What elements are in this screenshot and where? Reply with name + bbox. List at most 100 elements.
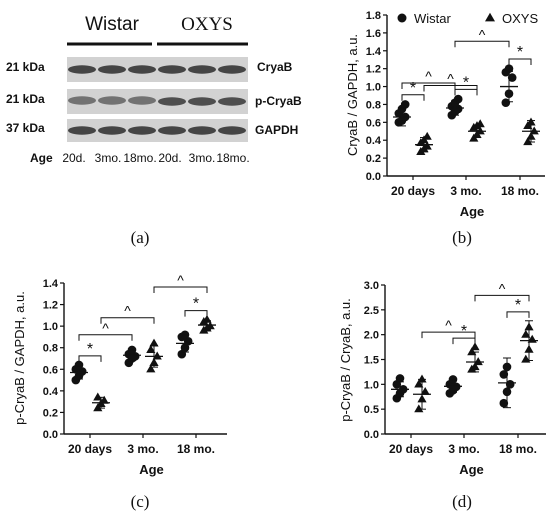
y-axis-label: p-CryaB / GAPDH, a.u. xyxy=(12,291,27,425)
significance-mark: ^ xyxy=(425,68,432,84)
x-tick-label: 18 mo. xyxy=(177,442,215,456)
group-label-oxys: OXYS xyxy=(181,14,233,35)
data-point-oxys xyxy=(149,338,159,347)
y-tick-label: 1.2 xyxy=(366,64,381,76)
significance-mark: * xyxy=(87,341,93,358)
data-point-oxys xyxy=(470,342,480,351)
age-label: Age xyxy=(30,151,53,165)
data-point-oxys xyxy=(475,126,485,135)
blot-band xyxy=(158,65,186,74)
legend-marker-wistar xyxy=(397,13,407,23)
blot-strips xyxy=(67,57,248,142)
y-tick-label: 0.0 xyxy=(43,429,58,441)
x-tick-label: 3 mo. xyxy=(450,184,481,198)
significance-mark: ^ xyxy=(124,303,131,319)
y-tick-label: 0.0 xyxy=(364,429,379,441)
blot-band xyxy=(98,65,126,74)
lane-label: 18mo. xyxy=(123,151,156,165)
data-point-wistar xyxy=(507,73,517,82)
y-tick-label: 1.0 xyxy=(364,379,379,391)
panel-label-d: (d) xyxy=(452,492,472,511)
y-tick-label: 1.4 xyxy=(366,46,382,58)
data-point-wistar xyxy=(400,100,410,109)
significance-bracket xyxy=(508,58,532,66)
y-tick-label: 0.4 xyxy=(366,135,382,147)
blot-band xyxy=(188,126,216,135)
blot-band xyxy=(98,96,126,105)
significance-bracket xyxy=(78,355,102,362)
blot-panel: Wistar OXYS 21 kDa 21 kDa 37 kDa CryaB p… xyxy=(6,14,302,165)
data-point-wistar xyxy=(448,375,458,384)
blot-strip-cryab xyxy=(67,57,248,82)
lane-label: 20d. xyxy=(158,151,181,165)
y-axis-label: CryaB / GAPDH, a.u. xyxy=(345,34,360,156)
significance-bracket xyxy=(78,334,133,341)
protein-label-p-cryab: p-CryaB xyxy=(255,94,302,108)
blot-band xyxy=(188,97,216,106)
y-tick-label: 0.5 xyxy=(364,404,379,416)
data-point-oxys xyxy=(414,404,424,413)
y-tick-label: 1.2 xyxy=(43,300,58,312)
data-point-wistar xyxy=(74,360,84,370)
data-point-wistar xyxy=(499,370,509,379)
data-point-oxys xyxy=(523,137,533,146)
data-point-oxys xyxy=(417,374,427,383)
significance-mark: * xyxy=(410,80,416,97)
lane-label: 3mo. xyxy=(95,151,122,165)
lane-label: 3mo. xyxy=(189,151,216,165)
y-tick-label: 0.8 xyxy=(366,99,381,111)
x-tick-label: 3 mo. xyxy=(448,442,479,456)
data-point-oxys xyxy=(422,141,432,150)
significance-mark: * xyxy=(193,296,199,313)
data-point-oxys xyxy=(152,351,162,360)
significance-bracket xyxy=(474,294,530,302)
y-tick-label: 1.5 xyxy=(364,355,379,367)
y-tick-label: 0.0 xyxy=(366,171,381,183)
protein-label-gapdh: GAPDH xyxy=(255,123,298,137)
x-axis-label: Age xyxy=(460,204,485,219)
x-tick-label: 18 mo. xyxy=(501,184,539,198)
blot-band xyxy=(128,96,156,105)
y-axis-label: p-CryaB / CryaB, a.u. xyxy=(338,298,353,422)
y-tick-label: 0.6 xyxy=(43,364,58,376)
blot-strip-gapdh xyxy=(67,119,248,142)
significance-mark: ^ xyxy=(102,320,109,336)
blot-band xyxy=(188,65,216,74)
mw-label-1: 21 kDa xyxy=(6,60,45,74)
significance-mark: ^ xyxy=(177,272,184,288)
mw-label-3: 37 kDa xyxy=(6,121,45,135)
data-point-oxys xyxy=(420,386,430,395)
data-point-wistar xyxy=(499,398,509,408)
blot-band xyxy=(218,126,246,135)
significance-bracket xyxy=(100,317,155,324)
significance-mark: * xyxy=(461,323,467,340)
legend-label: OXYS xyxy=(502,11,538,26)
y-tick-label: 0.6 xyxy=(366,117,381,129)
data-point-wistar xyxy=(501,98,511,107)
y-tick-label: 2.0 xyxy=(364,330,379,342)
blot-band xyxy=(68,65,96,74)
panel-label-c: (c) xyxy=(131,492,150,511)
significance-mark: ^ xyxy=(479,26,486,42)
x-tick-label: 20 days xyxy=(389,442,433,456)
data-point-wistar xyxy=(395,374,405,383)
data-point-oxys xyxy=(521,329,531,338)
data-point-oxys xyxy=(146,345,156,354)
y-tick-label: 0.2 xyxy=(366,153,381,165)
blot-band xyxy=(158,97,186,106)
significance-bracket xyxy=(452,337,476,345)
x-tick-label: 20 days xyxy=(68,442,112,456)
x-axis-label: Age xyxy=(139,462,164,477)
data-point-oxys xyxy=(529,126,539,135)
blot-band xyxy=(68,96,96,105)
significance-mark: ^ xyxy=(499,280,506,296)
mw-label-2: 21 kDa xyxy=(6,92,45,106)
lane-labels: 20d. 3mo. 18mo. 20d. 3mo. 18mo. xyxy=(62,151,249,165)
data-point-oxys xyxy=(93,403,103,412)
legend-marker-oxys xyxy=(485,12,495,22)
y-tick-label: 2.5 xyxy=(364,305,379,317)
x-axis-label: Age xyxy=(459,462,484,477)
significance-bracket xyxy=(184,310,208,317)
blot-strip-p-cryab xyxy=(67,89,248,114)
